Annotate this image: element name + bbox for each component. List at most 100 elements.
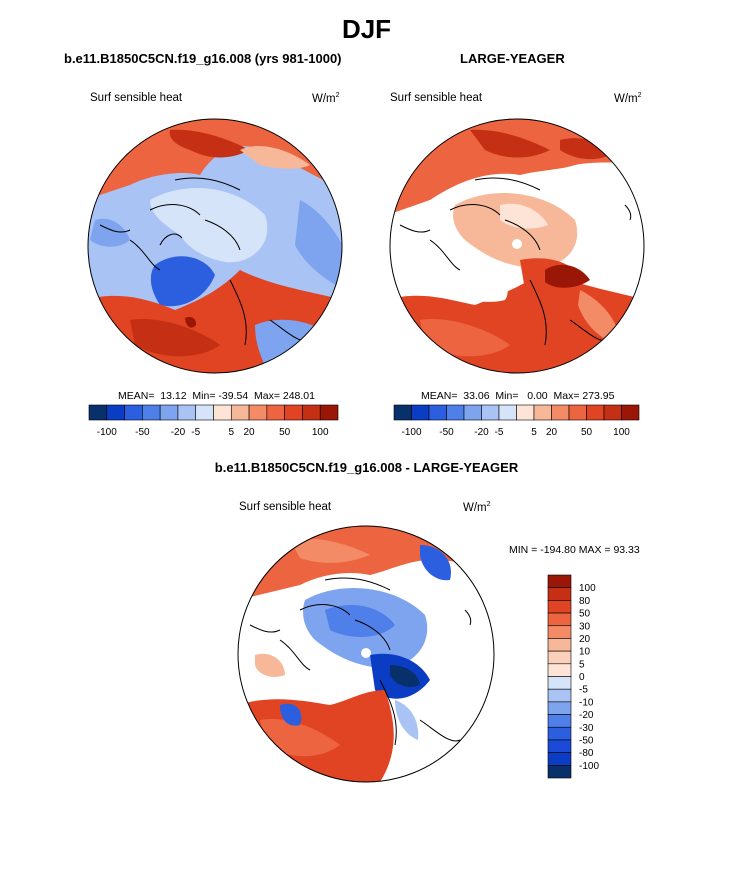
colorbar-swatch [177, 404, 197, 421]
left-map [88, 119, 342, 373]
colorbar-tick-label: 10 [579, 647, 591, 658]
diff-minmax-label: MIN = -194.80 MAX = 93.33 [509, 544, 640, 556]
colorbar-tick-label: -20 [474, 427, 489, 438]
colorbar-swatch [547, 752, 572, 766]
colorbar-tick-label: -30 [579, 723, 594, 734]
colorbar-tick-label: 100 [579, 583, 596, 594]
colorbar-swatch [568, 404, 587, 421]
colorbar-swatch [516, 404, 535, 421]
colorbar-swatch [547, 676, 572, 690]
colorbar-tick-label: 5 [531, 427, 537, 438]
colorbar-tick-label: -100 [401, 427, 421, 438]
colorbar-tick-label: -5 [191, 427, 200, 438]
colorbar-tick-label: -50 [579, 735, 594, 746]
colorbar-tick-label: 20 [244, 427, 256, 438]
right-variable-label: Surf sensible heat [390, 92, 483, 104]
left-units-label: W/m2 [312, 92, 340, 105]
colorbar-swatch [230, 404, 250, 421]
colorbar-swatch [284, 404, 303, 421]
colorbar-swatch [302, 404, 321, 421]
colorbar-swatch [428, 404, 447, 421]
colorbar-swatch [547, 714, 572, 728]
right-map-border [389, 118, 645, 374]
colorbar-swatch [547, 701, 572, 715]
colorbar-swatch [603, 404, 622, 421]
colorbar-swatch [547, 625, 572, 639]
colorbar-tick-label: 20 [546, 427, 558, 438]
colorbar-swatch [547, 688, 572, 703]
colorbar-tick-label: -20 [579, 710, 594, 721]
difference-panel-title: b.e11.B1850C5CN.f19_g16.008 - LARGE-YEAG… [214, 460, 519, 475]
colorbar-swatch [547, 638, 572, 652]
colorbar-swatch [547, 765, 572, 779]
left-panel-title: b.e11.B1850C5CN.f19_g16.008 (yrs 981-100… [64, 51, 342, 66]
colorbar-tick-label: -100 [579, 761, 599, 772]
diff-map-border [237, 525, 495, 783]
colorbar-swatch [463, 404, 482, 421]
colorbar-swatch [547, 663, 572, 677]
colorbar-swatch [547, 739, 572, 753]
right-stats: MEAN= 33.06 Min= 0.00 Max= 273.95 [421, 390, 615, 402]
left-region-labrador-cold [150, 256, 215, 307]
colorbar-tick-label: -80 [579, 748, 594, 759]
colorbar-tick-label: 0 [579, 672, 585, 683]
colorbar-swatch [547, 574, 572, 588]
colorbar-swatch [533, 404, 552, 421]
diff-map-pole-dot [361, 648, 371, 658]
colorbar-swatch [106, 404, 125, 421]
colorbar-tick-label: 80 [579, 596, 591, 607]
colorbar-swatch [319, 404, 339, 421]
right-region-arctic-ocean [453, 193, 578, 269]
left-colorbar: -100 -50 -20 -5 5 20 50 100 [88, 404, 339, 438]
colorbar-swatch [159, 404, 179, 421]
colorbar-swatch [213, 404, 232, 421]
colorbar-swatch [547, 650, 572, 665]
left-map-border [87, 118, 343, 374]
colorbar-tick-label: 50 [279, 427, 291, 438]
colorbar-tick-label: 50 [581, 427, 593, 438]
colorbar-swatch [621, 404, 640, 421]
colorbar-swatch [88, 404, 108, 421]
colorbar-tick-label: 20 [579, 634, 591, 645]
diff-variable-label: Surf sensible heat [239, 501, 332, 513]
colorbar-tick-label: 100 [312, 427, 329, 438]
colorbar-tick-label: 30 [579, 621, 591, 632]
diff-units-label: W/m2 [463, 501, 491, 514]
colorbar-swatch [547, 726, 572, 741]
right-panel-title: LARGE-YEAGER [460, 51, 565, 66]
colorbar-swatch [446, 404, 465, 421]
colorbar-swatch [142, 404, 161, 421]
colorbar-swatch [393, 404, 412, 421]
colorbar-tick-label: 5 [579, 659, 585, 670]
colorbar-swatch [551, 404, 570, 421]
right-map-pole-dot [512, 239, 522, 249]
colorbar-swatch [266, 404, 285, 421]
colorbar-swatch [586, 404, 605, 421]
colorbar-swatch [498, 404, 517, 421]
colorbar-swatch [547, 600, 572, 614]
colorbar-tick-label: -10 [579, 697, 594, 708]
colorbar-tick-label: -5 [579, 685, 588, 696]
colorbar-swatch [195, 404, 214, 421]
left-stats: MEAN= 13.12 Min= -39.54 Max= 248.01 [118, 390, 315, 402]
colorbar-swatch [411, 404, 430, 421]
colorbar-tick-label: -100 [97, 427, 117, 438]
colorbar-swatch [547, 587, 572, 601]
colorbar-swatch [248, 404, 268, 421]
colorbar-swatch [481, 404, 500, 421]
colorbar-tick-label: -50 [439, 427, 454, 438]
colorbar-tick-label: 5 [229, 427, 235, 438]
colorbar-tick-label: -5 [495, 427, 504, 438]
right-colorbar: -100 -50 -20 -5 5 20 50 100 [393, 404, 640, 438]
colorbar-swatch [547, 612, 572, 627]
colorbar-tick-label: 100 [613, 427, 630, 438]
right-map [390, 119, 644, 373]
colorbar-tick-label: -50 [135, 427, 150, 438]
page-title: DJF [341, 14, 392, 44]
colorbar-tick-label: 50 [579, 609, 591, 620]
colorbar-swatch [124, 404, 143, 421]
right-units-label: W/m2 [614, 92, 642, 105]
colorbar-tick-label: -20 [171, 427, 186, 438]
